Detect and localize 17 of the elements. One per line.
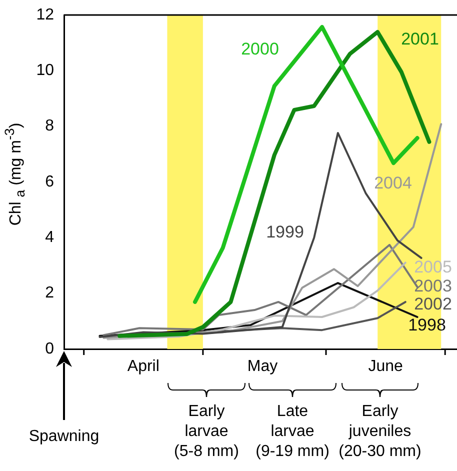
series-label: 2000 <box>241 40 279 59</box>
y-tick-label: 2 <box>45 284 54 302</box>
y-tick-label: 8 <box>45 118 54 135</box>
y-tick-label: 4 <box>45 229 54 246</box>
series-label: 1999 <box>266 222 304 242</box>
y-tick-label: 10 <box>36 62 54 80</box>
x-tick-label: April <box>127 358 160 376</box>
text: Early larvae (5-8 mm) <box>173 402 240 462</box>
text: Spawning <box>28 427 100 447</box>
text: Late larvae (9-19 mm) <box>256 403 330 460</box>
y-tick-label: 6 <box>45 173 54 190</box>
series-label: 2001 <box>401 30 439 49</box>
x-tick-label: May <box>247 358 278 376</box>
text: Early juveniles (20-30 mm) <box>338 402 422 462</box>
y-tick-label: 0 <box>45 340 54 358</box>
y-tick-label: 12 <box>36 6 54 24</box>
x-tick-label: June <box>368 358 403 376</box>
